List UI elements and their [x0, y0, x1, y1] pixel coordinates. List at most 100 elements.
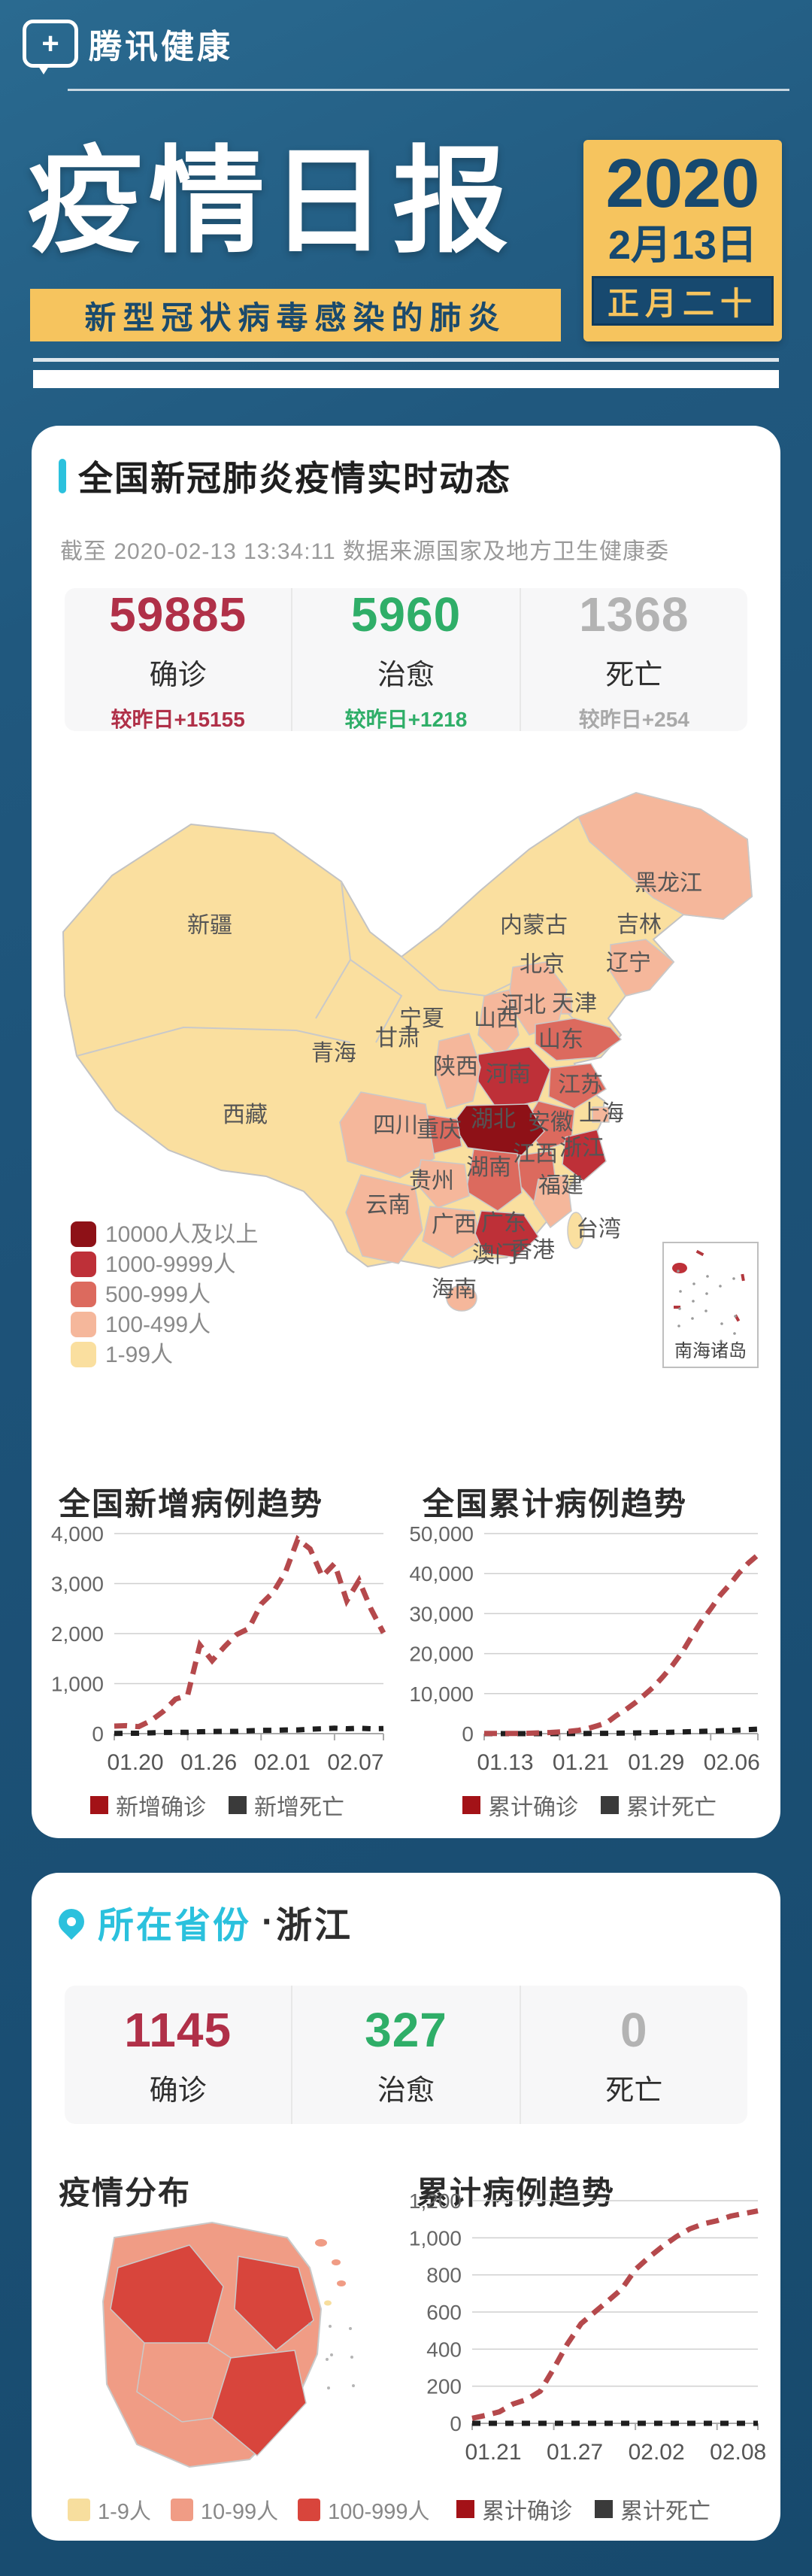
province-label: 青海	[311, 1041, 356, 1066]
distribution-title: 疫情分布	[59, 2175, 192, 2210]
island-dot	[326, 2358, 329, 2361]
x-tick-label: 01.27	[547, 2440, 603, 2465]
x-tick-label: 02.02	[629, 2440, 685, 2465]
map-legend-label: 1-99人	[105, 1343, 173, 1367]
province-shape	[610, 939, 675, 997]
map-legend-label: 100-499人	[105, 1312, 211, 1337]
dist-legend-3: 100-999人	[298, 2494, 430, 2526]
deaths-value: 1368	[579, 587, 689, 642]
data-as-of: 截至 2020-02-13 13:34:11 数据来源国家及地方卫生健康委	[60, 539, 670, 564]
province-shape	[592, 1106, 610, 1123]
province-label: 江苏	[558, 1073, 603, 1097]
inset-island	[674, 1306, 680, 1309]
prov-deaths-value: 0	[620, 2002, 648, 2057]
legend-new-confirmed: 新增确诊	[90, 1789, 206, 1822]
province-label: 河南	[486, 1062, 531, 1087]
y-tick-label: 1,000	[409, 2226, 462, 2250]
province-section-header: 所在省份 · 浙江	[53, 1895, 353, 1948]
confirmed-delta: 较昨日+15155	[111, 707, 245, 731]
plus-icon: +	[41, 27, 59, 60]
province-shape	[548, 1063, 607, 1109]
province-shape	[474, 1210, 539, 1258]
stat-cured: 5960 治愈 较昨日+1218	[291, 587, 519, 731]
inset-island	[695, 1249, 704, 1257]
decor-stripe-thick	[33, 370, 779, 388]
cured-value: 5960	[350, 587, 462, 642]
x-tick-label: 01.26	[180, 1750, 237, 1775]
y-tick-label: 0	[450, 2412, 462, 2435]
date-box: 2020 2月13日 正月二十	[583, 140, 782, 341]
cum-confirmed-swatch-icon	[462, 1796, 480, 1814]
province-label: 海南	[432, 1277, 477, 1302]
map-legend-label: 500-999人	[105, 1282, 211, 1307]
island	[324, 2300, 332, 2306]
sea-inset-label: 南海诸岛	[674, 1341, 747, 1361]
x-tick-label: 01.13	[477, 1750, 533, 1775]
province-label: 吉林	[617, 912, 662, 937]
stat-confirmed: 59885 确诊 较昨日+15155	[65, 587, 291, 731]
inset-dot	[732, 1277, 735, 1280]
accent-bar-icon	[59, 459, 66, 493]
national-section-header: 全国新冠肺炎疫情实时动态	[59, 451, 511, 501]
cumulative-chart-title: 全国累计病例趋势	[423, 1486, 688, 1522]
district-shape	[211, 2350, 307, 2457]
province-card: 所在省份 · 浙江 1145 确诊 327 治愈 0 死亡 疫情分布 累计病例趋…	[32, 1873, 780, 2541]
province-label: 广西	[432, 1212, 477, 1237]
inset-dot	[734, 1315, 737, 1318]
y-tick-label: 3,000	[51, 1573, 104, 1596]
prov-legend-deaths: 累计死亡	[595, 2493, 710, 2526]
map-legend-swatch-icon	[71, 1312, 96, 1337]
province-label: 香港	[510, 1238, 555, 1263]
y-tick-label: 400	[426, 2338, 462, 2361]
province-section-title: 所在省份	[98, 1906, 252, 1946]
y-tick-label: 200	[426, 2375, 462, 2399]
china-choropleth-map: 黑龙江 吉林 辽宁 内蒙古 北京 天津 河北 山西 山东 河南 江苏 安徽 上海 湖北 重庆 四川 陕西 宁夏 甘肃…	[48, 770, 762, 1379]
province-shape	[422, 1206, 482, 1258]
province-label: 陕西	[433, 1054, 478, 1079]
national-section-title: 全国新冠肺炎疫情实时动态	[78, 459, 511, 498]
dist-label-3: 100-999人	[328, 2500, 430, 2524]
inset-dot	[691, 1317, 694, 1320]
cum-deaths-legend-label: 累计死亡	[626, 1795, 717, 1820]
province-label: 天津	[552, 991, 597, 1016]
national-stats: 59885 确诊 较昨日+15155 5960 治愈 较昨日+1218 1368…	[65, 587, 747, 731]
y-tick-label: 40,000	[409, 1562, 474, 1585]
dist-legend-2: 10-99人	[170, 2494, 279, 2526]
inset-dot	[706, 1275, 709, 1278]
legend-cum-deaths: 累计死亡	[601, 1789, 717, 1822]
confirmed-label: 确诊	[149, 659, 207, 691]
island	[315, 2239, 327, 2247]
island-dot	[352, 2384, 355, 2387]
map-legend-swatch-icon	[71, 1252, 96, 1277]
province-shape	[416, 1159, 470, 1209]
map-legend-swatch-icon	[71, 1342, 96, 1367]
province-label: 北京	[520, 952, 565, 977]
prov-cured-label: 治愈	[377, 2074, 435, 2107]
cured-label: 治愈	[377, 659, 435, 691]
dist-label-2: 10-99人	[200, 2500, 279, 2524]
province-label: 上海	[579, 1101, 624, 1126]
prov-deaths-label: 死亡	[605, 2074, 663, 2107]
series-deaths-line	[484, 1726, 759, 1737]
inset-dot	[677, 1270, 680, 1273]
series-confirmed-line	[484, 1552, 760, 1737]
x-tick-label: 02.01	[254, 1750, 311, 1775]
province-shape	[345, 1174, 423, 1264]
prov-stat-deaths: 0 死亡	[519, 1986, 747, 2124]
province-shape	[567, 1212, 585, 1249]
stat-deaths: 1368 死亡 较昨日+254	[519, 587, 747, 731]
province-label: 内蒙古	[500, 913, 568, 938]
app-logo: + 腾讯健康	[23, 20, 233, 74]
island	[337, 2280, 346, 2286]
inset-dot	[704, 1309, 707, 1312]
y-tick-label: 20,000	[409, 1643, 474, 1666]
province-label: 辽宁	[606, 951, 651, 975]
inset-dot	[719, 1285, 722, 1288]
national-card: 全国新冠肺炎疫情实时动态 截至 2020-02-13 13:34:11 数据来源…	[32, 426, 780, 1838]
series-confirmed-line	[114, 1534, 386, 1730]
x-tick-label: 02.06	[704, 1750, 760, 1775]
province-chart-legend: 累计确诊 累计死亡	[397, 2493, 770, 2526]
province-trend-chart: 0 200 400 600 800 1,000 1,200 01.21 01.27 02.02 02…	[397, 2187, 770, 2473]
y-tick-label: 2,000	[51, 1622, 104, 1646]
province-separator: ·	[262, 1901, 276, 1942]
